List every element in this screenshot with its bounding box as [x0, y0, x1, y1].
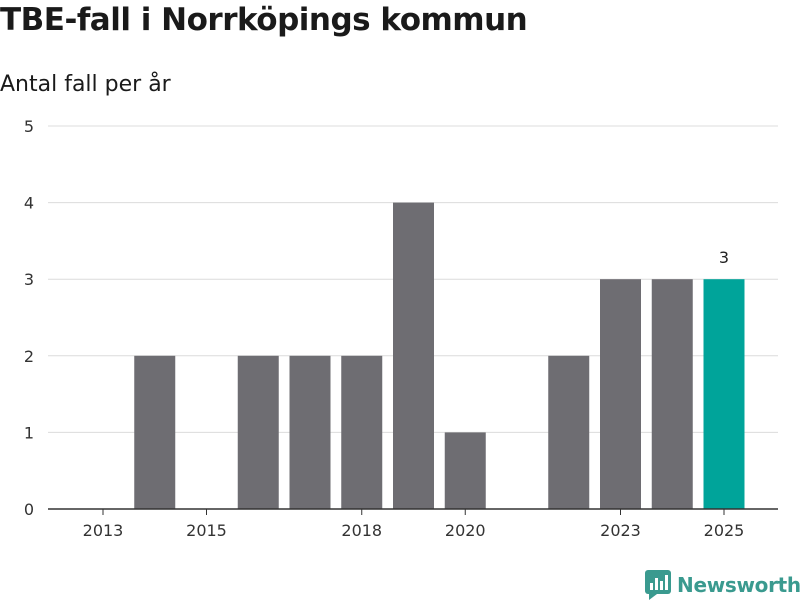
data-labels: 3: [719, 248, 729, 267]
bar-2014: [134, 355, 176, 509]
x-axis-ticks: 2013 2015 2018 2020 2023 2025: [83, 509, 745, 540]
x-tick-label: 2015: [186, 521, 227, 540]
y-tick-label: 1: [24, 423, 34, 442]
x-tick-label: 2023: [600, 521, 641, 540]
y-axis-ticks: 0 1 2 3 4 5: [24, 117, 34, 519]
chart-subtitle: Antal fall per år: [0, 72, 171, 97]
bar-2017: [289, 355, 331, 509]
bar-2023: [600, 279, 641, 509]
y-tick-label: 3: [24, 270, 34, 289]
bar-2022: [548, 355, 590, 509]
x-tick-label: 2013: [83, 521, 124, 540]
x-tick-label: 2020: [445, 521, 486, 540]
newsworthy-logo-icon: [645, 570, 671, 600]
x-tick-label: 2025: [704, 521, 745, 540]
bar-chart: 0 1 2 3 4 5 3 2013 2015 2018 2020 2023 2025: [24, 117, 778, 540]
bar-2019: [393, 202, 434, 509]
bar-2024: [651, 279, 693, 509]
y-tick-label: 0: [24, 500, 34, 519]
newsworthy-logo-text: Newsworthy: [677, 573, 800, 597]
chart-title: TBE-fall i Norrköpings kommun: [0, 2, 528, 38]
y-tick-label: 5: [24, 117, 34, 136]
bars: [134, 202, 745, 509]
x-tick-label: 2018: [341, 521, 382, 540]
y-tick-label: 4: [24, 194, 34, 213]
bar-2025: [703, 279, 745, 509]
bar-2020: [444, 432, 486, 509]
newsworthy-logo: Newsworthy: [645, 570, 800, 600]
y-tick-label: 2: [24, 347, 34, 366]
data-label-2025: 3: [719, 248, 729, 267]
bar-2016: [237, 355, 279, 509]
bar-2018: [341, 355, 383, 509]
